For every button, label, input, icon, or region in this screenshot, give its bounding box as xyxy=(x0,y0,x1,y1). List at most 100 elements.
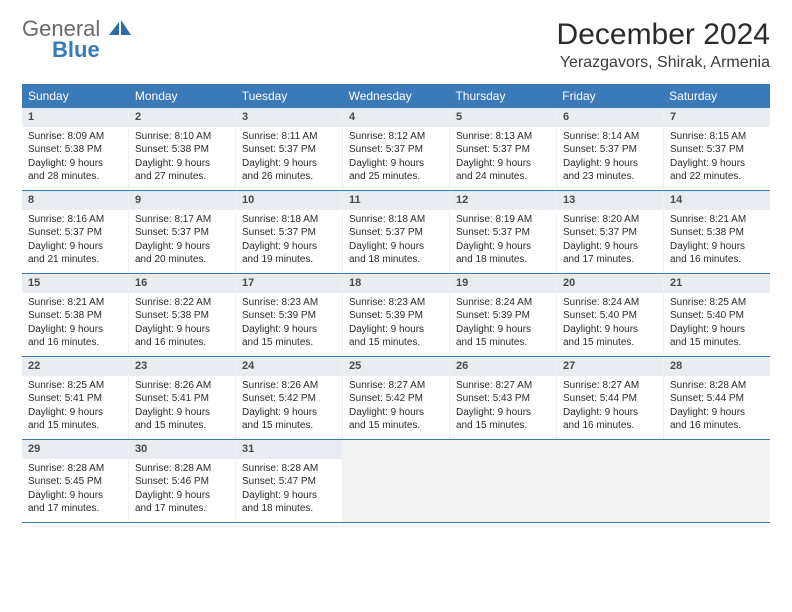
day-cell: 5Sunrise: 8:13 AMSunset: 5:37 PMDaylight… xyxy=(450,108,557,190)
sunrise-text: Sunrise: 8:21 AM xyxy=(28,296,122,310)
daylight-text: Daylight: 9 hours and 16 minutes. xyxy=(670,406,764,433)
day-cell: 16Sunrise: 8:22 AMSunset: 5:38 PMDayligh… xyxy=(129,274,236,356)
day-cell: 8Sunrise: 8:16 AMSunset: 5:37 PMDaylight… xyxy=(22,191,129,273)
daylight-text: Daylight: 9 hours and 25 minutes. xyxy=(349,157,443,184)
day-number: 10 xyxy=(236,191,342,210)
weekday-label: Monday xyxy=(129,84,236,108)
sunset-text: Sunset: 5:42 PM xyxy=(349,392,443,406)
day-number: 23 xyxy=(129,357,235,376)
daylight-text: Daylight: 9 hours and 17 minutes. xyxy=(28,489,122,516)
day-number: 17 xyxy=(236,274,342,293)
daylight-text: Daylight: 9 hours and 18 minutes. xyxy=(349,240,443,267)
sunset-text: Sunset: 5:45 PM xyxy=(28,475,122,489)
weekday-label: Tuesday xyxy=(236,84,343,108)
day-number: 29 xyxy=(22,440,128,459)
day-cell: 1Sunrise: 8:09 AMSunset: 5:38 PMDaylight… xyxy=(22,108,129,190)
day-number: 6 xyxy=(557,108,663,127)
day-number: 31 xyxy=(236,440,342,459)
sunset-text: Sunset: 5:38 PM xyxy=(670,226,764,240)
daylight-text: Daylight: 9 hours and 16 minutes. xyxy=(670,240,764,267)
day-cell: 17Sunrise: 8:23 AMSunset: 5:39 PMDayligh… xyxy=(236,274,343,356)
sunset-text: Sunset: 5:38 PM xyxy=(28,309,122,323)
week-row: 1Sunrise: 8:09 AMSunset: 5:38 PMDaylight… xyxy=(22,108,770,191)
day-cell xyxy=(343,440,450,522)
sunset-text: Sunset: 5:44 PM xyxy=(563,392,657,406)
weekday-label: Saturday xyxy=(663,84,770,108)
sunrise-text: Sunrise: 8:22 AM xyxy=(135,296,229,310)
sunset-text: Sunset: 5:39 PM xyxy=(349,309,443,323)
sunset-text: Sunset: 5:41 PM xyxy=(135,392,229,406)
logo-text-blue: Blue xyxy=(52,39,131,61)
sunset-text: Sunset: 5:37 PM xyxy=(242,143,336,157)
sunrise-text: Sunrise: 8:19 AM xyxy=(456,213,550,227)
day-number: 3 xyxy=(236,108,342,127)
day-cell: 15Sunrise: 8:21 AMSunset: 5:38 PMDayligh… xyxy=(22,274,129,356)
sunset-text: Sunset: 5:38 PM xyxy=(28,143,122,157)
day-number: 27 xyxy=(557,357,663,376)
day-cell: 31Sunrise: 8:28 AMSunset: 5:47 PMDayligh… xyxy=(236,440,343,522)
sunset-text: Sunset: 5:37 PM xyxy=(563,226,657,240)
daylight-text: Daylight: 9 hours and 15 minutes. xyxy=(670,323,764,350)
weekday-label: Wednesday xyxy=(343,84,450,108)
day-cell: 2Sunrise: 8:10 AMSunset: 5:38 PMDaylight… xyxy=(129,108,236,190)
sunset-text: Sunset: 5:39 PM xyxy=(456,309,550,323)
sunset-text: Sunset: 5:37 PM xyxy=(456,226,550,240)
day-number: 16 xyxy=(129,274,235,293)
daylight-text: Daylight: 9 hours and 16 minutes. xyxy=(135,323,229,350)
weekday-header: SundayMondayTuesdayWednesdayThursdayFrid… xyxy=(22,84,770,108)
sunrise-text: Sunrise: 8:20 AM xyxy=(563,213,657,227)
sunset-text: Sunset: 5:47 PM xyxy=(242,475,336,489)
sunrise-text: Sunrise: 8:23 AM xyxy=(242,296,336,310)
week-row: 29Sunrise: 8:28 AMSunset: 5:45 PMDayligh… xyxy=(22,440,770,523)
day-number: 28 xyxy=(664,357,770,376)
daylight-text: Daylight: 9 hours and 15 minutes. xyxy=(456,323,550,350)
calendar: SundayMondayTuesdayWednesdayThursdayFrid… xyxy=(22,84,770,523)
daylight-text: Daylight: 9 hours and 19 minutes. xyxy=(242,240,336,267)
day-cell: 3Sunrise: 8:11 AMSunset: 5:37 PMDaylight… xyxy=(236,108,343,190)
sunrise-text: Sunrise: 8:21 AM xyxy=(670,213,764,227)
day-number: 8 xyxy=(22,191,128,210)
sunrise-text: Sunrise: 8:26 AM xyxy=(135,379,229,393)
sunset-text: Sunset: 5:42 PM xyxy=(242,392,336,406)
sunset-text: Sunset: 5:43 PM xyxy=(456,392,550,406)
daylight-text: Daylight: 9 hours and 16 minutes. xyxy=(563,406,657,433)
page-title: December 2024 xyxy=(557,18,770,52)
daylight-text: Daylight: 9 hours and 15 minutes. xyxy=(28,406,122,433)
sunrise-text: Sunrise: 8:27 AM xyxy=(349,379,443,393)
day-cell xyxy=(664,440,770,522)
sunrise-text: Sunrise: 8:26 AM xyxy=(242,379,336,393)
day-cell: 21Sunrise: 8:25 AMSunset: 5:40 PMDayligh… xyxy=(664,274,770,356)
sunrise-text: Sunrise: 8:10 AM xyxy=(135,130,229,144)
header: General Blue December 2024 Yerazgavors, … xyxy=(22,18,770,72)
sunrise-text: Sunrise: 8:09 AM xyxy=(28,130,122,144)
daylight-text: Daylight: 9 hours and 28 minutes. xyxy=(28,157,122,184)
sunset-text: Sunset: 5:39 PM xyxy=(242,309,336,323)
daylight-text: Daylight: 9 hours and 15 minutes. xyxy=(349,406,443,433)
day-number: 2 xyxy=(129,108,235,127)
daylight-text: Daylight: 9 hours and 18 minutes. xyxy=(242,489,336,516)
sunset-text: Sunset: 5:37 PM xyxy=(349,143,443,157)
weekday-label: Sunday xyxy=(22,84,129,108)
sunrise-text: Sunrise: 8:23 AM xyxy=(349,296,443,310)
day-number: 20 xyxy=(557,274,663,293)
day-cell: 29Sunrise: 8:28 AMSunset: 5:45 PMDayligh… xyxy=(22,440,129,522)
sunset-text: Sunset: 5:37 PM xyxy=(242,226,336,240)
day-cell: 14 Sunrise: 8:21 AMSunset: 5:38 PMDayligh… xyxy=(664,191,770,273)
day-cell: 28Sunrise: 8:28 AMSunset: 5:44 PMDayligh… xyxy=(664,357,770,439)
daylight-text: Daylight: 9 hours and 22 minutes. xyxy=(670,157,764,184)
sunrise-text: Sunrise: 8:16 AM xyxy=(28,213,122,227)
daylight-text: Daylight: 9 hours and 15 minutes. xyxy=(242,406,336,433)
day-number: 18 xyxy=(343,274,449,293)
daylight-text: Daylight: 9 hours and 18 minutes. xyxy=(456,240,550,267)
week-row: 22Sunrise: 8:25 AMSunset: 5:41 PMDayligh… xyxy=(22,357,770,440)
daylight-text: Daylight: 9 hours and 16 minutes. xyxy=(28,323,122,350)
sunrise-text: Sunrise: 8:24 AM xyxy=(563,296,657,310)
sunrise-text: Sunrise: 8:12 AM xyxy=(349,130,443,144)
sunset-text: Sunset: 5:40 PM xyxy=(670,309,764,323)
day-cell: 20Sunrise: 8:24 AMSunset: 5:40 PMDayligh… xyxy=(557,274,664,356)
day-number: 14 xyxy=(664,191,770,210)
sunset-text: Sunset: 5:37 PM xyxy=(563,143,657,157)
logo: General Blue xyxy=(22,18,131,61)
sunrise-text: Sunrise: 8:28 AM xyxy=(135,462,229,476)
day-number: 26 xyxy=(450,357,556,376)
